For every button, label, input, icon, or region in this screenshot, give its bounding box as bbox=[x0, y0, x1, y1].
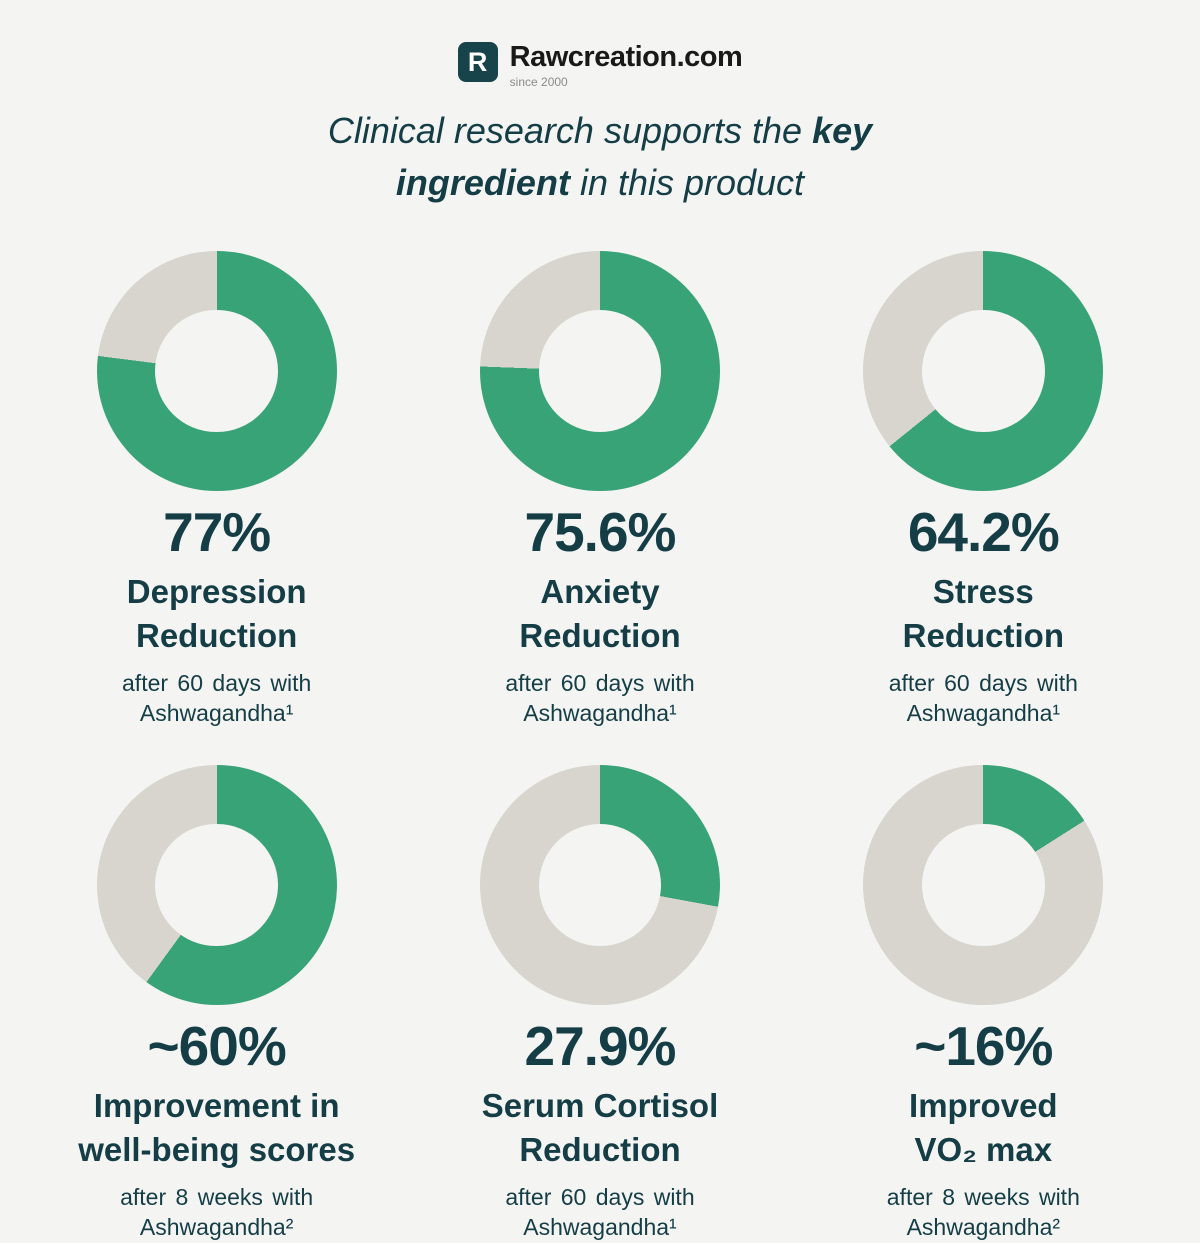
stat-note-line-1: after 8 weeks with bbox=[886, 1184, 1080, 1211]
stat-label: Serum Cortisol Reduction bbox=[482, 1084, 719, 1171]
stat-card: ~16% Improved VO₂ max after 8 weeks with… bbox=[797, 765, 1169, 1243]
stat-label: Depression Reduction bbox=[127, 570, 307, 657]
stat-label-line-1: Depression bbox=[126, 573, 307, 611]
stat-note-line-1: after 60 days with bbox=[122, 670, 312, 697]
stat-label-line-2: Reduction bbox=[135, 616, 298, 654]
logo: R Rawcreation.com since 2000 bbox=[0, 41, 1200, 89]
donut-chart bbox=[96, 251, 337, 492]
stat-note-line-2: Ashwagandha¹ bbox=[906, 700, 1061, 727]
stat-label: Stress Reduction bbox=[903, 570, 1064, 657]
stat-note-line-2: Ashwagandha¹ bbox=[523, 1214, 677, 1241]
stat-percent: ~60% bbox=[147, 1015, 287, 1078]
stat-note: after 60 days with Ashwagandha¹ bbox=[122, 669, 311, 729]
stat-label-line-1: Serum Cortisol bbox=[481, 1087, 719, 1125]
r-logo-icon: R bbox=[457, 42, 498, 82]
stat-card: 75.6% Anxiety Reduction after 60 days wi… bbox=[414, 251, 786, 729]
stat-label: Anxiety Reduction bbox=[519, 570, 680, 657]
stat-note-line-1: after 8 weeks with bbox=[120, 1184, 314, 1211]
donut-chart bbox=[479, 251, 720, 492]
donut-chart bbox=[863, 251, 1104, 492]
page-title: Clinical research supports the key ingred… bbox=[260, 105, 940, 209]
stat-percent: ~16% bbox=[914, 1015, 1053, 1078]
stat-percent: 27.9% bbox=[524, 1015, 677, 1078]
stat-percent: 77% bbox=[163, 501, 271, 564]
stat-percent: 64.2% bbox=[907, 501, 1060, 564]
stat-note-line-2: Ashwagandha² bbox=[139, 1214, 294, 1241]
title-regular-1: Clinical research supports the bbox=[327, 109, 813, 151]
stat-note: after 60 days with Ashwagandha¹ bbox=[505, 1183, 694, 1243]
stat-note: after 8 weeks with Ashwagandha² bbox=[887, 1183, 1080, 1243]
stats-grid: 77% Depression Reduction after 60 days w… bbox=[25, 251, 1175, 1243]
stat-label-line-2: VO₂ max bbox=[914, 1130, 1053, 1168]
logo-tagline: since 2000 bbox=[509, 74, 568, 89]
title-bold-1: key bbox=[812, 109, 873, 151]
stat-note: after 8 weeks with Ashwagandha² bbox=[120, 1183, 313, 1243]
stat-label-line-2: Reduction bbox=[519, 1130, 681, 1168]
stat-label-line-1: Anxiety bbox=[540, 573, 660, 611]
logo-name: Rawcreation.com bbox=[509, 41, 743, 73]
donut-chart bbox=[863, 765, 1104, 1006]
stat-label-line-1: Stress bbox=[932, 573, 1034, 611]
stat-note: after 60 days with Ashwagandha¹ bbox=[505, 669, 694, 729]
stat-label-line-1: Improvement in bbox=[93, 1087, 340, 1125]
donut-chart bbox=[96, 765, 337, 1006]
stat-card: 27.9% Serum Cortisol Reduction after 60 … bbox=[414, 765, 786, 1243]
stat-label-line-2: Reduction bbox=[902, 616, 1064, 654]
stat-label-line-2: Reduction bbox=[519, 616, 681, 654]
stat-label-line-1: Improved bbox=[909, 1087, 1058, 1125]
stat-note-line-2: Ashwagandha¹ bbox=[139, 700, 294, 727]
stat-label: Improved VO₂ max bbox=[909, 1084, 1058, 1171]
stat-note-line-1: after 60 days with bbox=[505, 670, 695, 697]
stat-note-line-2: Ashwagandha¹ bbox=[523, 700, 677, 727]
title-bold-2: ingredient bbox=[395, 162, 570, 204]
stat-percent: 75.6% bbox=[524, 501, 677, 564]
stat-note-line-2: Ashwagandha² bbox=[906, 1214, 1061, 1241]
stat-card: 64.2% Stress Reduction after 60 days wit… bbox=[797, 251, 1169, 729]
infographic-page: R Rawcreation.com since 2000 Clinical re… bbox=[0, 41, 1200, 1240]
stat-card: ~60% Improvement in well-being scores af… bbox=[31, 765, 403, 1243]
stat-note-line-1: after 60 days with bbox=[505, 1184, 695, 1211]
stat-note-line-1: after 60 days with bbox=[888, 670, 1078, 697]
stat-label: Improvement in well-being scores bbox=[78, 1084, 355, 1171]
title-regular-2: in this product bbox=[569, 162, 805, 204]
stat-card: 77% Depression Reduction after 60 days w… bbox=[31, 251, 403, 729]
donut-chart bbox=[479, 765, 720, 1006]
stat-label-line-2: well-being scores bbox=[78, 1130, 356, 1168]
stat-note: after 60 days with Ashwagandha¹ bbox=[889, 669, 1078, 729]
logo-text-block: Rawcreation.com since 2000 bbox=[509, 41, 743, 89]
